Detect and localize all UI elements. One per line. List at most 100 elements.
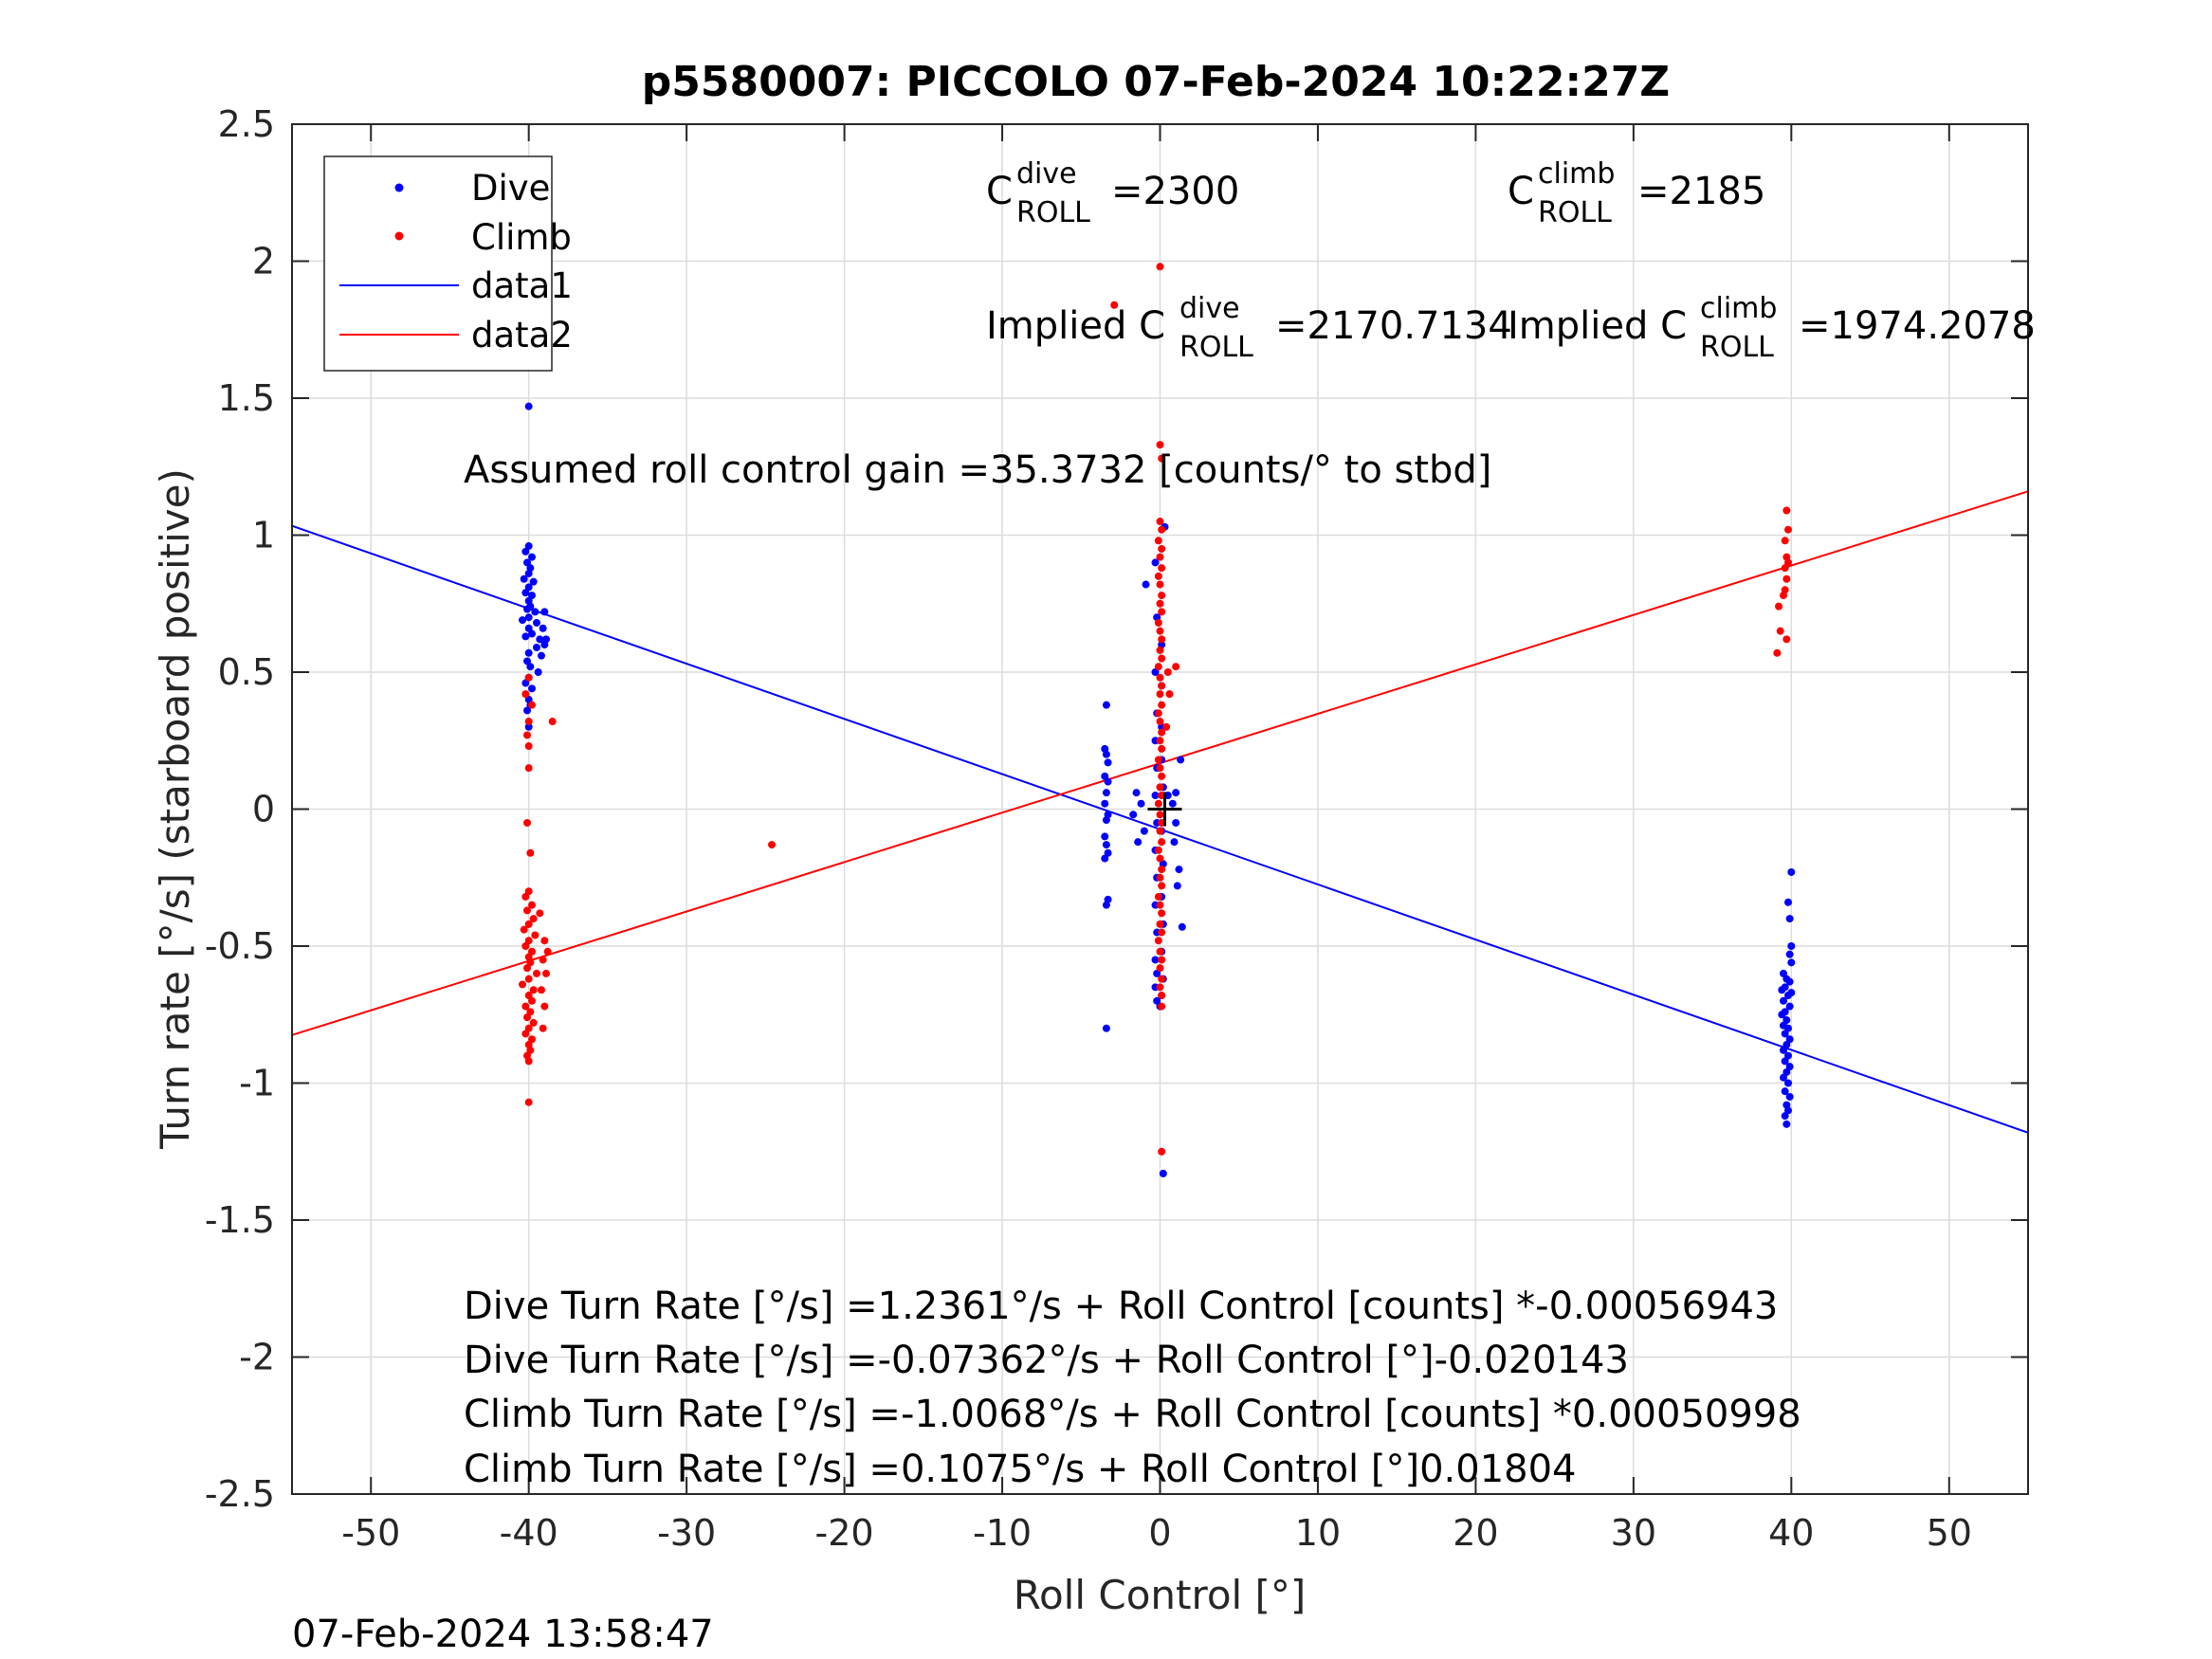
- dive-point: [1104, 758, 1112, 767]
- legend-dive-swatch: [394, 183, 404, 192]
- climb-point: [540, 1002, 549, 1011]
- dive-point: [523, 706, 532, 715]
- dive-point: [540, 608, 549, 616]
- dive-point: [528, 684, 537, 693]
- y-tick-label: -2.5: [205, 1473, 275, 1515]
- dive-point: [1785, 950, 1794, 958]
- climb-point: [1156, 263, 1164, 271]
- dive-point: [1102, 789, 1110, 797]
- climb-point: [1156, 764, 1164, 773]
- dive-point: [1102, 1024, 1110, 1032]
- dive-point: [1168, 799, 1177, 808]
- c-climb-sup: climb: [1538, 157, 1615, 191]
- climb-point: [540, 937, 549, 945]
- climb-point: [1781, 537, 1789, 545]
- dive-point: [1783, 1079, 1792, 1087]
- implied-dive-base: Implied C: [986, 304, 1165, 348]
- climb-point: [1156, 854, 1164, 863]
- climb-point: [1154, 756, 1162, 764]
- climb-point: [1158, 635, 1166, 644]
- dive-point: [1172, 818, 1180, 827]
- c-climb-base: C: [1508, 170, 1534, 213]
- climb-point: [1156, 599, 1164, 608]
- climb-point: [1158, 728, 1166, 737]
- dive-point: [1783, 898, 1792, 906]
- dive-point: [1101, 854, 1109, 863]
- climb-point: [526, 1008, 535, 1016]
- climb-point: [529, 1018, 538, 1027]
- climb-point: [526, 1046, 535, 1054]
- dive-point: [1782, 1016, 1791, 1025]
- x-tick-label: 10: [1295, 1512, 1341, 1554]
- c-dive-value: =2300: [1111, 170, 1239, 213]
- y-tick-label: 1: [252, 515, 275, 556]
- climb-point: [1782, 574, 1791, 583]
- x-tick-label: 50: [1927, 1512, 1972, 1554]
- legend-climb-label: Climb: [471, 217, 572, 258]
- timestamp: 07-Feb-2024 13:58:47: [292, 1613, 714, 1656]
- dive-point: [1102, 750, 1110, 758]
- climb-point: [524, 1024, 533, 1032]
- dive-point: [1785, 977, 1794, 986]
- x-tick-label: 0: [1148, 1512, 1171, 1554]
- dive-point: [521, 589, 530, 597]
- implied-dive-sup: dive: [1179, 292, 1240, 325]
- dive-point: [1781, 1030, 1789, 1038]
- climb-point: [1156, 811, 1164, 819]
- climb-point: [1158, 544, 1166, 553]
- dive-point: [1781, 1087, 1789, 1096]
- dive-point: [533, 643, 541, 651]
- climb-point: [1158, 1002, 1166, 1011]
- climb-point: [1158, 682, 1166, 690]
- legend-data1-label: data1: [471, 265, 573, 306]
- dive-point: [1782, 1120, 1791, 1128]
- dive-point: [524, 402, 533, 410]
- climb-point: [1154, 846, 1162, 854]
- climb-point: [1154, 892, 1162, 901]
- climb-point: [524, 920, 533, 928]
- climb-point: [1158, 772, 1166, 780]
- dive-point: [1778, 1011, 1786, 1019]
- climb-point: [521, 942, 530, 950]
- dive-point: [1153, 969, 1161, 977]
- climb-point: [1156, 718, 1164, 726]
- climb-point: [1156, 901, 1164, 909]
- dive-point: [1778, 986, 1786, 994]
- climb-point: [526, 848, 535, 857]
- implied-dive-value: =2170.7134: [1275, 304, 1512, 348]
- legend: Dive Climb data1 data2: [323, 155, 573, 372]
- dive-point: [1151, 792, 1160, 800]
- climb-point: [519, 980, 527, 989]
- climb-point: [1158, 608, 1166, 616]
- c-climb-value: =2185: [1637, 170, 1765, 213]
- dive-point: [1170, 838, 1179, 847]
- dive-point: [1787, 942, 1796, 950]
- data-points: [519, 251, 1796, 1177]
- dive-point: [521, 632, 530, 641]
- y-tick-label: -1.5: [205, 1199, 275, 1241]
- climb-point: [1156, 627, 1164, 635]
- climb-point: [1165, 690, 1174, 699]
- fit-line-3: Climb Turn Rate [°/s] =-1.0068°/s + Roll…: [464, 1393, 1801, 1436]
- climb-point: [1156, 873, 1164, 882]
- y-tick-label: 0.5: [218, 651, 275, 693]
- climb-point: [1158, 975, 1166, 983]
- dive-point: [533, 618, 541, 627]
- dive-point: [1129, 811, 1138, 819]
- climb-point: [529, 915, 538, 923]
- climb-point: [1158, 866, 1166, 874]
- legend-dive-label: Dive: [471, 168, 550, 209]
- climb-point: [1156, 983, 1164, 992]
- climb-point: [1154, 537, 1162, 545]
- dive-point: [1151, 956, 1160, 964]
- dive-point: [1104, 777, 1112, 786]
- dive-point: [1177, 756, 1185, 764]
- climb-point: [1156, 964, 1164, 973]
- dive-point: [1159, 1169, 1167, 1177]
- climb-point: [1156, 580, 1164, 589]
- x-tick-label: 20: [1453, 1512, 1498, 1554]
- y-tick-label: -0.5: [205, 925, 275, 967]
- climb-point: [1172, 663, 1180, 671]
- chart-title: p5580007: PICCOLO 07-Feb-2024 10:22:27Z: [642, 58, 1670, 106]
- climb-point: [543, 947, 552, 956]
